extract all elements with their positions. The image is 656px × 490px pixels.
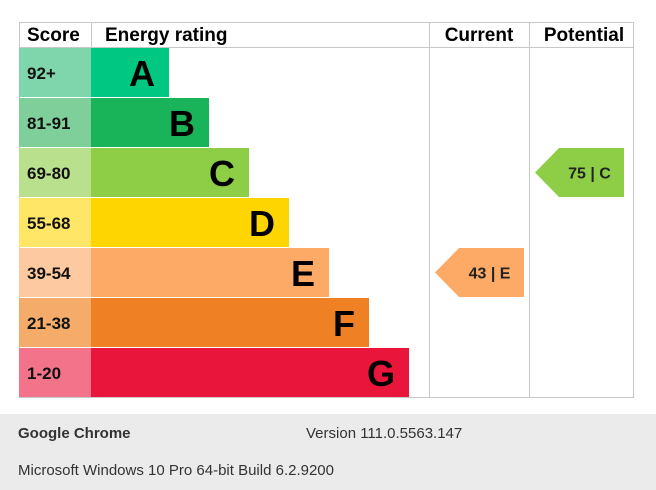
band-letter-g: G xyxy=(367,353,395,394)
potential-rating-label: 75 | C xyxy=(568,166,611,183)
rating-bands: 92+ A 81-91 B 69-80 C 55-68 D 39-54 E 21-38 F 1-20 G xyxy=(19,48,409,397)
browser-version: Version 111.0.5563.147 xyxy=(306,425,463,442)
browser-name: Google Chrome xyxy=(18,425,131,442)
score-label-e: 39-54 xyxy=(27,264,71,283)
header-score: Score xyxy=(27,25,80,46)
score-cell-g xyxy=(19,348,91,397)
score-cell-e xyxy=(19,248,91,297)
band-bar-g xyxy=(91,348,409,397)
header-current: Current xyxy=(445,25,514,46)
header-potential: Potential xyxy=(544,25,624,46)
score-cell-c xyxy=(19,148,91,197)
band-letter-f: F xyxy=(333,303,355,344)
score-cell-b xyxy=(19,98,91,147)
band-letter-d: D xyxy=(249,203,275,244)
band-letter-c: C xyxy=(209,153,235,194)
band-bar-f xyxy=(91,298,369,347)
score-label-a: 92+ xyxy=(27,64,56,83)
band-bar-a xyxy=(91,48,169,97)
band-letter-e: E xyxy=(291,253,315,294)
score-cell-d xyxy=(19,198,91,247)
header-energy-rating: Energy rating xyxy=(105,25,227,46)
score-label-b: 81-91 xyxy=(27,114,70,133)
current-rating-label: 43 | E xyxy=(469,266,511,283)
rating-markers: 43 | E 75 | C xyxy=(435,148,624,297)
browser-info-footer: Google Chrome Version 111.0.5563.147 Mic… xyxy=(0,414,656,490)
band-bar-b xyxy=(91,98,209,147)
score-label-d: 55-68 xyxy=(27,214,70,233)
band-bar-d xyxy=(91,198,289,247)
band-letter-a: A xyxy=(129,53,155,94)
current-rating-arrow xyxy=(435,248,524,297)
band-bar-e xyxy=(91,248,329,297)
band-bar-c xyxy=(91,148,249,197)
energy-rating-chart: Score Energy rating Current Potential 92… xyxy=(19,22,634,398)
score-label-g: 1-20 xyxy=(27,364,61,383)
os-info: Microsoft Windows 10 Pro 64-bit Build 6.… xyxy=(18,462,334,479)
band-letter-b: B xyxy=(169,103,195,144)
score-label-c: 69-80 xyxy=(27,164,70,183)
score-cell-a xyxy=(19,48,91,97)
potential-rating-arrow xyxy=(535,148,624,197)
score-label-f: 21-38 xyxy=(27,314,70,333)
score-cell-f xyxy=(19,298,91,347)
